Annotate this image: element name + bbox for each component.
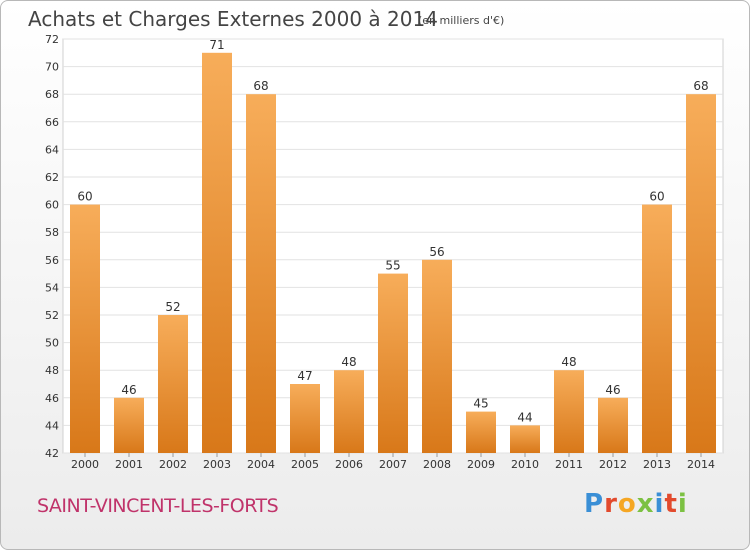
y-tick-label: 54 — [45, 281, 59, 294]
x-tick-label: 2007 — [379, 458, 407, 471]
bar-2011 — [554, 370, 584, 453]
x-tick-label: 2004 — [247, 458, 275, 471]
x-tick-label: 2011 — [555, 458, 583, 471]
x-tick-label: 2000 — [71, 458, 99, 471]
bar-2003 — [202, 52, 232, 454]
bar-2005 — [290, 384, 320, 453]
value-label: 52 — [165, 300, 180, 314]
bar-2007 — [378, 273, 408, 453]
x-axis-ticks: 2000 2001 2002 2003 2004 2005 2006 2007 2008 2009… — [71, 453, 715, 471]
x-tick-label: 2009 — [467, 458, 495, 471]
value-label: 68 — [253, 79, 268, 93]
y-tick-label: 60 — [45, 199, 59, 212]
bar-2008 — [422, 259, 452, 453]
bar-2004 — [246, 94, 276, 453]
x-tick-label: 2013 — [643, 458, 671, 471]
y-tick-label: 44 — [45, 419, 59, 432]
y-tick-label: 64 — [45, 143, 59, 156]
y-tick-label: 56 — [45, 254, 59, 267]
bar-2013 — [642, 204, 672, 453]
y-axis-ticks: 42 44 46 48 50 52 54 56 58 60 62 64 66 68 70 72 — [45, 33, 59, 460]
x-tick-label: 2002 — [159, 458, 187, 471]
y-tick-label: 72 — [45, 33, 59, 46]
value-label: 44 — [517, 410, 532, 424]
commune-name: SAINT-VINCENT-LES-FORTS — [37, 495, 279, 517]
proxiti-logo[interactable]: Proxiti — [584, 489, 688, 519]
value-label: 55 — [385, 259, 400, 273]
bars: 60 46 52 71 68 47 48 55 56 45 44 48 46 60 68 — [70, 38, 716, 454]
chart-title: Achats et Charges Externes 2000 à 2014 — [28, 7, 438, 31]
value-label: 48 — [561, 355, 576, 369]
value-label: 60 — [649, 190, 664, 204]
bar-2006 — [334, 370, 364, 453]
y-tick-label: 52 — [45, 309, 59, 322]
chart-subtitle: (en milliers d'€) — [418, 14, 505, 27]
bar-2000 — [70, 204, 100, 453]
y-tick-label: 42 — [45, 447, 59, 460]
bar-2012 — [598, 397, 628, 453]
y-tick-label: 50 — [45, 337, 59, 350]
bar-2010 — [510, 425, 540, 453]
value-label: 71 — [209, 38, 224, 52]
value-label: 45 — [473, 397, 488, 411]
y-tick-label: 68 — [45, 88, 59, 101]
x-tick-label: 2003 — [203, 458, 231, 471]
value-label: 47 — [297, 369, 312, 383]
y-tick-label: 46 — [45, 392, 59, 405]
value-label: 56 — [429, 245, 444, 259]
x-tick-label: 2008 — [423, 458, 451, 471]
x-tick-label: 2014 — [687, 458, 715, 471]
bar-2009 — [466, 411, 496, 453]
value-label: 60 — [77, 190, 92, 204]
y-tick-label: 62 — [45, 171, 59, 184]
value-label: 46 — [121, 383, 136, 397]
bar-2001 — [114, 397, 144, 453]
x-tick-label: 2005 — [291, 458, 319, 471]
x-tick-label: 2012 — [599, 458, 627, 471]
x-tick-label: 2010 — [511, 458, 539, 471]
y-tick-label: 66 — [45, 116, 59, 129]
y-tick-label: 48 — [45, 364, 59, 377]
bar-2014 — [686, 94, 716, 453]
value-label: 68 — [693, 79, 708, 93]
y-tick-label: 58 — [45, 226, 59, 239]
x-tick-label: 2001 — [115, 458, 143, 471]
value-label: 46 — [605, 383, 620, 397]
value-label: 48 — [341, 355, 356, 369]
x-tick-label: 2006 — [335, 458, 363, 471]
y-tick-label: 70 — [45, 61, 59, 74]
bar-2002 — [158, 315, 188, 453]
